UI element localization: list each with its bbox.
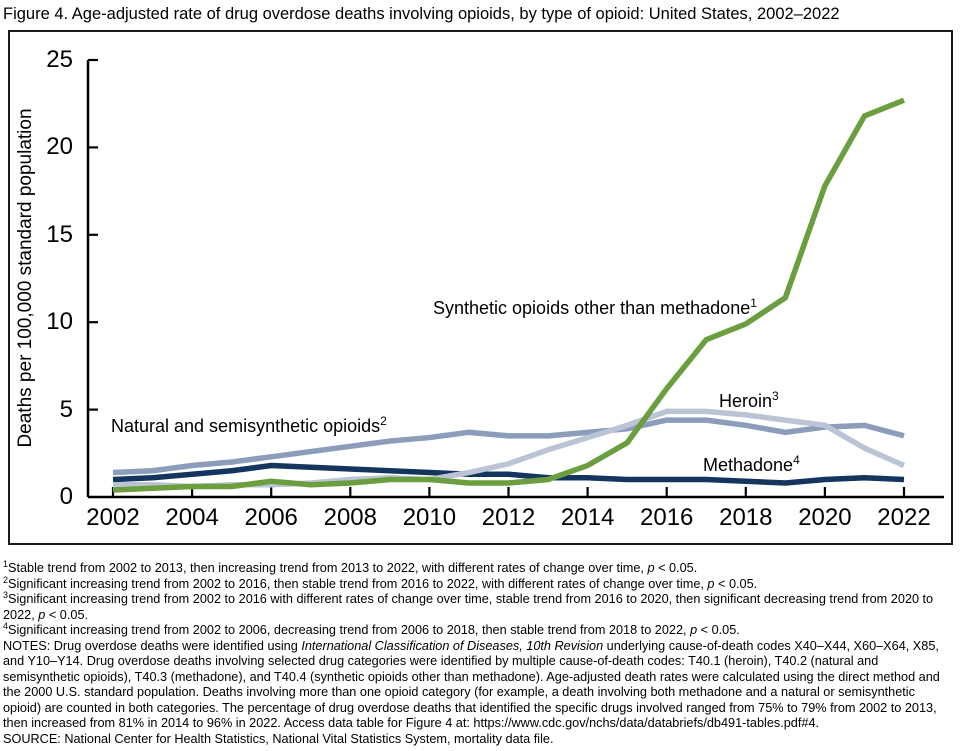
- footnote-2: 2Significant increasing trend from 2002 …: [3, 574, 956, 593]
- footnote-sup: 1: [3, 558, 9, 569]
- text-segment: p: [647, 561, 655, 575]
- y-axis-label: Deaths per 100,000 standard population: [15, 108, 36, 447]
- text-segment: Significant increasing trend from 2002 t…: [8, 576, 708, 591]
- text-segment: NOTES: Drug overdose deaths were identif…: [3, 638, 302, 653]
- text-segment: underlying cause-of-death codes X40–X44,…: [3, 638, 940, 731]
- figure-title: Figure 4. Age-adjusted rate of drug over…: [3, 5, 840, 23]
- text-segment: p: [707, 576, 715, 591]
- footnote-1: 1Stable trend from 2002 to 2013, then in…: [3, 558, 956, 577]
- footnote-sup: 4: [3, 620, 9, 631]
- footnote-sup: 3: [3, 589, 9, 600]
- text-segment: < 0.05.: [697, 623, 740, 637]
- text-segment: Significant increasing trend from 2002 t…: [3, 592, 934, 622]
- text-segment: Stable trend from 2002 to 2013, then inc…: [8, 561, 648, 575]
- text-segment: p: [690, 623, 698, 637]
- line-natural-and-semisynthetic-opioids: [112, 417, 905, 476]
- line-chart: Deaths per 100,000 standard population: [15, 58, 944, 499]
- series-label-sup: 1: [750, 296, 757, 310]
- text-segment: < 0.05.: [714, 576, 758, 591]
- text-segment: SOURCE: National Center for Health Stati…: [3, 731, 554, 746]
- series-label-text: Natural and semisynthetic opioids: [111, 416, 381, 436]
- source-line: SOURCE: National Center for Health Stati…: [3, 732, 956, 748]
- series-label-natural-and-semisynthetic-opioids: Natural and semisynthetic opioids2: [111, 414, 387, 437]
- series-label-synthetic-opioids-other-than-methadone: Synthetic opioids other than methadone1: [433, 296, 757, 319]
- series-label-text: Methadone: [703, 455, 794, 475]
- series-label-sup: 3: [772, 389, 779, 403]
- series-label-sup: 2: [380, 414, 387, 428]
- line-synthetic-opioids-other-than-methadone: [112, 97, 906, 493]
- footnote-3: 3Significant increasing trend from 2002 …: [3, 589, 956, 623]
- notes-paragraph: NOTES: Drug overdose deaths were identif…: [3, 639, 956, 732]
- footnotes-block: 1Stable trend from 2002 to 2013, then in…: [3, 558, 956, 748]
- series-label-sup: 4: [793, 453, 800, 467]
- text-segment: < 0.05.: [654, 561, 698, 575]
- footnote-4: 4Significant increasing trend from 2002 …: [3, 620, 956, 639]
- text-segment: International Classification of Diseases…: [301, 638, 604, 653]
- series-label-text: Synthetic opioids other than methadone: [433, 298, 751, 318]
- series-label-text: Heroin: [719, 391, 773, 411]
- text-segment: p: [38, 607, 46, 622]
- chart-panel: Deaths per 100,000 standard population 2…: [8, 30, 953, 545]
- series-label-methadone: Methadone4: [703, 453, 800, 476]
- text-segment: < 0.05.: [45, 607, 89, 622]
- text-segment: Significant increasing trend from 2002 t…: [8, 623, 691, 637]
- series-label-heroin: Heroin3: [719, 389, 779, 412]
- footnote-sup: 2: [3, 574, 9, 585]
- line-methadone: [112, 462, 905, 486]
